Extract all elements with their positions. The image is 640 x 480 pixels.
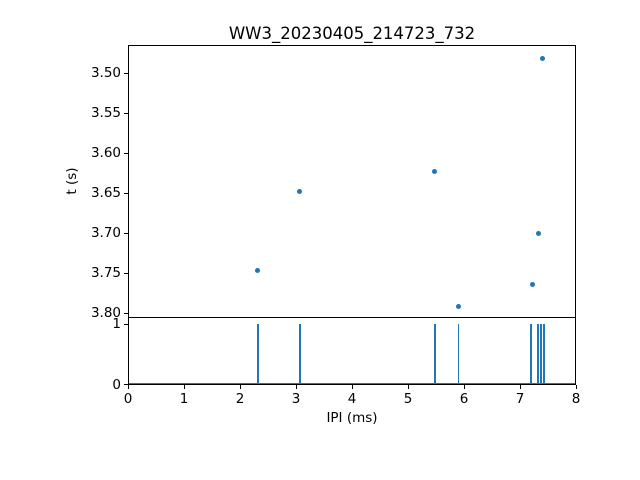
- scatter-point: [529, 282, 535, 288]
- scatter-point: [455, 304, 461, 310]
- x-axis-label: IPI (ms): [326, 410, 378, 426]
- scatter-plot-area: [128, 45, 576, 318]
- x-tick-label: 3: [291, 391, 301, 407]
- spike-line: [530, 324, 532, 384]
- spike-line: [457, 324, 460, 384]
- x-tick-label: 0: [123, 391, 133, 407]
- spike-line: [434, 324, 436, 384]
- scatter-point: [432, 169, 438, 175]
- scatter-point: [255, 268, 261, 274]
- x-tick-mark: [295, 385, 297, 389]
- spike-line: [257, 324, 259, 384]
- x-tick-mark: [519, 385, 521, 389]
- y-tick-label: 3.55: [90, 105, 121, 122]
- spike-line: [540, 324, 542, 384]
- chart-title: WW3_20230405_214723_732: [228, 24, 476, 43]
- x-tick-label: 1: [179, 391, 189, 407]
- y-tick-label: 3.80: [90, 305, 121, 322]
- scatter-point: [535, 230, 541, 236]
- x-tick-label: 6: [459, 391, 469, 407]
- spike-line: [537, 324, 539, 384]
- x-tick-mark: [575, 385, 577, 389]
- scatter-point: [297, 189, 303, 195]
- spike-line: [299, 324, 301, 384]
- scatter-point: [539, 56, 545, 62]
- x-tick-mark: [239, 385, 241, 389]
- y-tick-label: 0: [112, 377, 121, 393]
- x-tick-label: 8: [571, 391, 581, 407]
- y-tick-label: 1: [112, 316, 121, 333]
- baseline-line: [129, 382, 575, 384]
- y-tick-label: 3.50: [90, 65, 121, 82]
- y-tick-label: 3.70: [90, 225, 121, 242]
- x-tick-label: 7: [515, 391, 525, 407]
- y-tick-label: 3.75: [90, 265, 121, 282]
- x-tick-label: 2: [235, 391, 245, 407]
- x-tick-mark: [127, 385, 129, 389]
- x-tick-mark: [463, 385, 465, 389]
- y-tick-label: 3.60: [90, 145, 121, 162]
- spike-plot-area: [128, 318, 576, 385]
- x-tick-mark: [407, 385, 409, 389]
- x-tick-label: 4: [347, 391, 357, 407]
- x-tick-mark: [183, 385, 185, 389]
- y-tick-label: 3.65: [90, 185, 121, 202]
- x-tick-label: 5: [403, 391, 413, 407]
- spike-line: [543, 324, 545, 384]
- x-tick-mark: [351, 385, 353, 389]
- y-axis-label: t (s): [64, 167, 80, 195]
